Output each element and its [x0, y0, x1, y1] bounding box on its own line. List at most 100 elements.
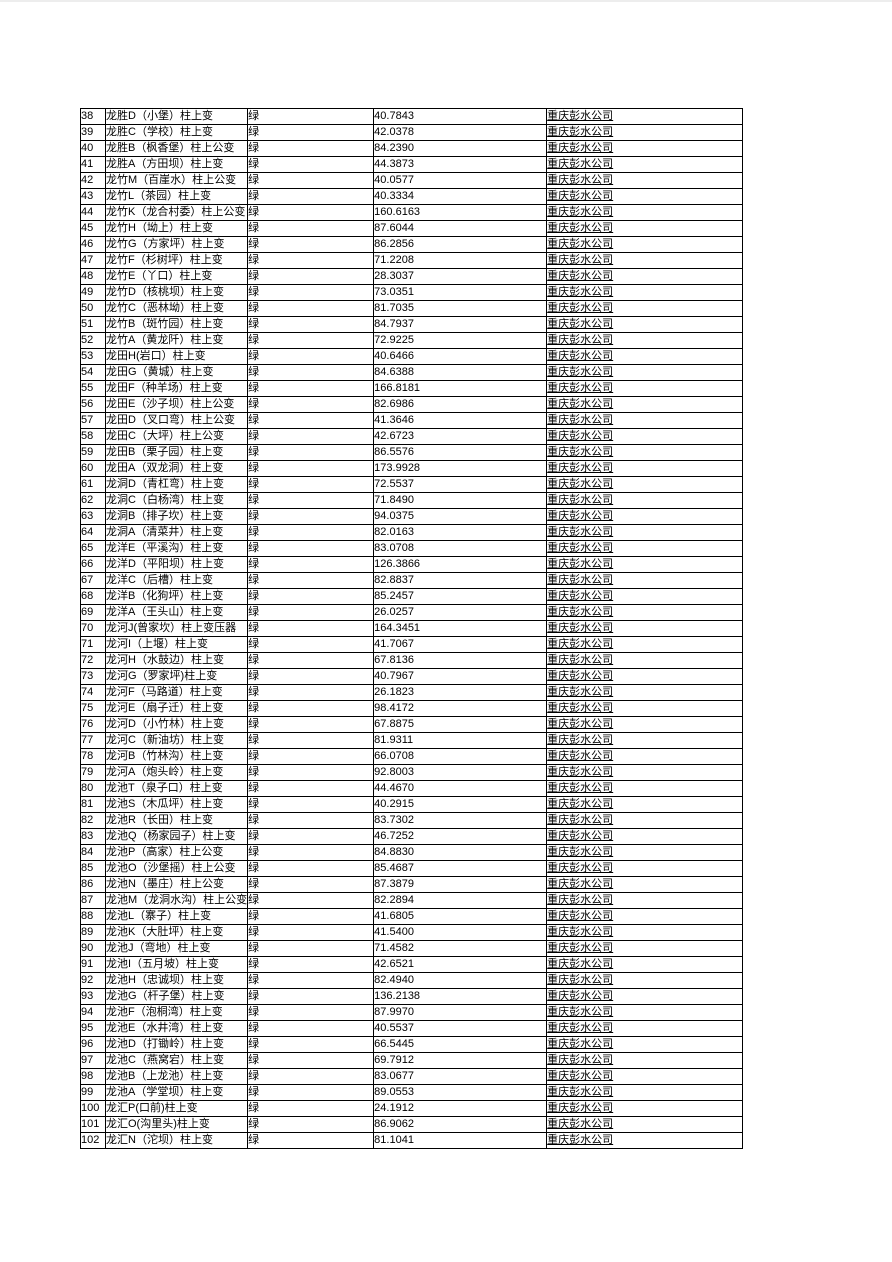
cell-row-number[interactable]: 71: [80, 636, 106, 653]
cell-row-number[interactable]: 81: [80, 796, 106, 813]
cell-row-number[interactable]: 73: [80, 668, 106, 685]
cell-load-value[interactable]: 84.7937: [373, 316, 548, 333]
cell-transformer-name[interactable]: 龙河E（扇子迁）柱上变: [104, 700, 249, 717]
cell-transformer-name[interactable]: 龙河F（马路道）柱上变: [104, 684, 249, 701]
cell-load-value[interactable]: 40.2915: [373, 796, 548, 813]
cell-load-value[interactable]: 40.7843: [373, 108, 548, 125]
cell-transformer-name[interactable]: 龙池F（泡桐湾）柱上变: [104, 1004, 249, 1021]
cell-company-link[interactable]: 重庆彭水公司: [546, 172, 744, 189]
cell-status-green[interactable]: 绿: [247, 540, 375, 557]
cell-row-number[interactable]: 44: [80, 204, 106, 221]
cell-load-value[interactable]: 73.0351: [373, 284, 548, 301]
cell-row-number[interactable]: 87: [80, 892, 106, 909]
cell-company-link[interactable]: 重庆彭水公司: [546, 844, 744, 861]
cell-row-number[interactable]: 89: [80, 924, 106, 941]
cell-load-value[interactable]: 84.2390: [373, 140, 548, 157]
cell-status-green[interactable]: 绿: [247, 892, 375, 909]
cell-status-green[interactable]: 绿: [247, 268, 375, 285]
cell-row-number[interactable]: 50: [80, 300, 106, 317]
cell-company-link[interactable]: 重庆彭水公司: [546, 700, 744, 717]
cell-status-green[interactable]: 绿: [247, 316, 375, 333]
cell-company-link[interactable]: 重庆彭水公司: [546, 636, 744, 653]
cell-load-value[interactable]: 67.8136: [373, 652, 548, 669]
cell-load-value[interactable]: 85.4687: [373, 860, 548, 877]
cell-company-link[interactable]: 重庆彭水公司: [546, 732, 744, 749]
cell-load-value[interactable]: 82.4940: [373, 972, 548, 989]
cell-row-number[interactable]: 100: [80, 1100, 106, 1117]
cell-company-link[interactable]: 重庆彭水公司: [546, 252, 744, 269]
cell-row-number[interactable]: 65: [80, 540, 106, 557]
cell-company-link[interactable]: 重庆彭水公司: [546, 508, 744, 525]
cell-status-green[interactable]: 绿: [247, 220, 375, 237]
cell-transformer-name[interactable]: 龙池A（学堂坝）柱上变: [104, 1084, 249, 1101]
cell-status-green[interactable]: 绿: [247, 444, 375, 461]
cell-transformer-name[interactable]: 龙竹H（坳上）柱上变: [104, 220, 249, 237]
cell-transformer-name[interactable]: 龙池E（水井湾）柱上变: [104, 1020, 249, 1037]
cell-status-green[interactable]: 绿: [247, 844, 375, 861]
cell-row-number[interactable]: 97: [80, 1052, 106, 1069]
cell-transformer-name[interactable]: 龙池L（寨子）柱上变: [104, 908, 249, 925]
cell-status-green[interactable]: 绿: [247, 780, 375, 797]
cell-transformer-name[interactable]: 龙池R（长田）柱上变: [104, 812, 249, 829]
cell-company-link[interactable]: 重庆彭水公司: [546, 108, 744, 125]
cell-company-link[interactable]: 重庆彭水公司: [546, 940, 744, 957]
cell-status-green[interactable]: 绿: [247, 748, 375, 765]
cell-row-number[interactable]: 83: [80, 828, 106, 845]
cell-company-link[interactable]: 重庆彭水公司: [546, 716, 744, 733]
cell-status-green[interactable]: 绿: [247, 332, 375, 349]
cell-status-green[interactable]: 绿: [247, 156, 375, 173]
cell-transformer-name[interactable]: 龙田D（叉口弯）柱上公变: [104, 412, 249, 429]
cell-status-green[interactable]: 绿: [247, 1100, 375, 1117]
cell-company-link[interactable]: 重庆彭水公司: [546, 220, 744, 237]
cell-row-number[interactable]: 99: [80, 1084, 106, 1101]
cell-company-link[interactable]: 重庆彭水公司: [546, 668, 744, 685]
cell-company-link[interactable]: 重庆彭水公司: [546, 604, 744, 621]
cell-status-green[interactable]: 绿: [247, 636, 375, 653]
cell-load-value[interactable]: 94.0375: [373, 508, 548, 525]
cell-company-link[interactable]: 重庆彭水公司: [546, 524, 744, 541]
cell-transformer-name[interactable]: 龙洋B（化狗坪）柱上变: [104, 588, 249, 605]
cell-status-green[interactable]: 绿: [247, 108, 375, 125]
cell-transformer-name[interactable]: 龙汇N（沱坝）柱上变: [104, 1132, 249, 1149]
cell-transformer-name[interactable]: 龙田B（栗子园）柱上变: [104, 444, 249, 461]
cell-company-link[interactable]: 重庆彭水公司: [546, 140, 744, 157]
cell-row-number[interactable]: 43: [80, 188, 106, 205]
cell-status-green[interactable]: 绿: [247, 300, 375, 317]
cell-row-number[interactable]: 57: [80, 412, 106, 429]
cell-transformer-name[interactable]: 龙池N（墨庄）柱上公变: [104, 876, 249, 893]
cell-load-value[interactable]: 83.0708: [373, 540, 548, 557]
cell-status-green[interactable]: 绿: [247, 924, 375, 941]
cell-load-value[interactable]: 46.7252: [373, 828, 548, 845]
cell-transformer-name[interactable]: 龙竹D（核桃坝）柱上变: [104, 284, 249, 301]
cell-status-green[interactable]: 绿: [247, 508, 375, 525]
cell-company-link[interactable]: 重庆彭水公司: [546, 1132, 744, 1149]
cell-status-green[interactable]: 绿: [247, 572, 375, 589]
cell-status-green[interactable]: 绿: [247, 124, 375, 141]
cell-transformer-name[interactable]: 龙洞B（排子坎）柱上变: [104, 508, 249, 525]
cell-company-link[interactable]: 重庆彭水公司: [546, 1004, 744, 1021]
cell-row-number[interactable]: 79: [80, 764, 106, 781]
cell-status-green[interactable]: 绿: [247, 188, 375, 205]
cell-row-number[interactable]: 96: [80, 1036, 106, 1053]
cell-company-link[interactable]: 重庆彭水公司: [546, 748, 744, 765]
cell-load-value[interactable]: 82.0163: [373, 524, 548, 541]
cell-status-green[interactable]: 绿: [247, 1036, 375, 1053]
cell-company-link[interactable]: 重庆彭水公司: [546, 156, 744, 173]
cell-row-number[interactable]: 91: [80, 956, 106, 973]
cell-company-link[interactable]: 重庆彭水公司: [546, 1116, 744, 1133]
cell-transformer-name[interactable]: 龙池B（上龙池）柱上变: [104, 1068, 249, 1085]
cell-status-green[interactable]: 绿: [247, 796, 375, 813]
cell-company-link[interactable]: 重庆彭水公司: [546, 1020, 744, 1037]
cell-row-number[interactable]: 93: [80, 988, 106, 1005]
cell-transformer-name[interactable]: 龙池M（龙洞水沟）柱上公变: [104, 892, 249, 909]
cell-company-link[interactable]: 重庆彭水公司: [546, 284, 744, 301]
cell-company-link[interactable]: 重庆彭水公司: [546, 924, 744, 941]
cell-transformer-name[interactable]: 龙田C（大坪）柱上公变: [104, 428, 249, 445]
cell-transformer-name[interactable]: 龙池I（五月坡）柱上变: [104, 956, 249, 973]
cell-load-value[interactable]: 26.0257: [373, 604, 548, 621]
cell-row-number[interactable]: 55: [80, 380, 106, 397]
cell-transformer-name[interactable]: 龙河C（新油坊）柱上变: [104, 732, 249, 749]
cell-status-green[interactable]: 绿: [247, 236, 375, 253]
cell-status-green[interactable]: 绿: [247, 492, 375, 509]
cell-status-green[interactable]: 绿: [247, 1004, 375, 1021]
